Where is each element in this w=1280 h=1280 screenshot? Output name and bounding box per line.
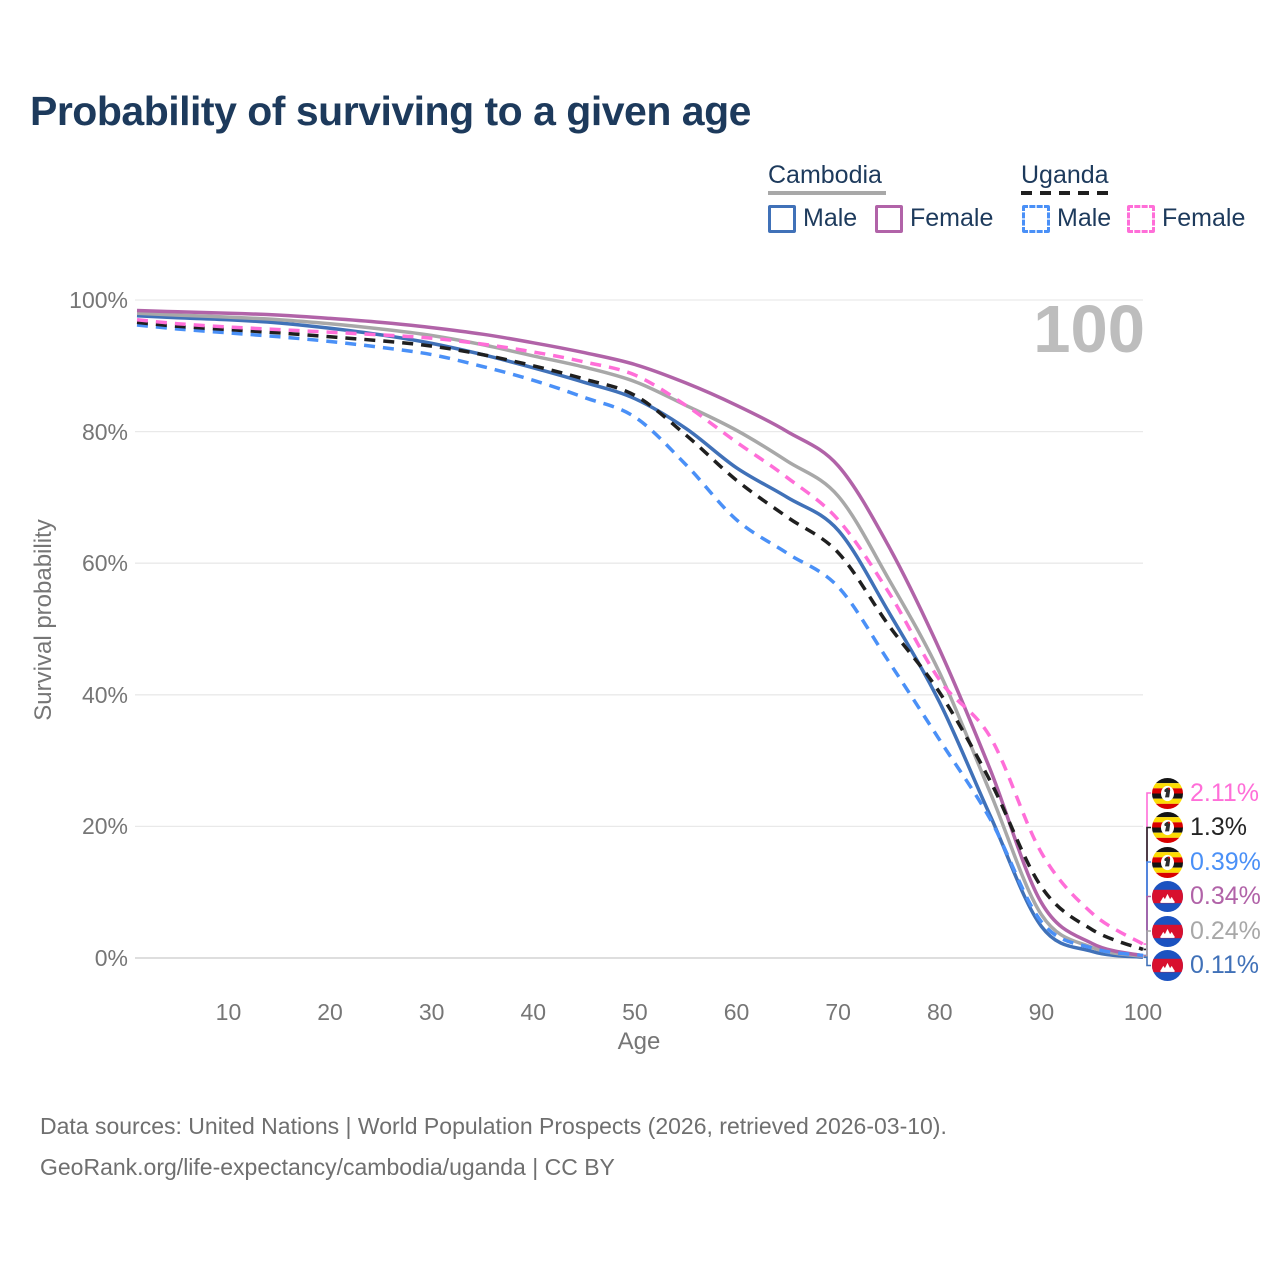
cambodia-female-swatch-icon: [875, 204, 903, 233]
legend-item-label: Female: [1162, 204, 1246, 232]
leader-line-uganda: [1143, 861, 1151, 957]
end-label-uganda-male: 0.39%: [1152, 847, 1261, 878]
uganda-female-swatch-icon: [1127, 204, 1155, 233]
end-label-cambodia-male: 0.11%: [1152, 950, 1259, 981]
age-watermark: 100: [1033, 292, 1145, 367]
cambodia-male-swatch-icon: [768, 204, 796, 233]
leader-line-cambodia: [1143, 956, 1151, 967]
end-value-label: 0.39%: [1190, 847, 1261, 876]
legend-group-cambodia: Cambodia: [768, 161, 882, 189]
series-line-uganda-both-sexes[interactable]: [136, 320, 1144, 952]
x-tick-40: 40: [520, 999, 547, 1025]
legend-item-label: Male: [1057, 204, 1112, 232]
data-sources-line: Data sources: United Nations | World Pop…: [40, 1113, 947, 1139]
y-tick-80%: 80%: [81, 418, 128, 445]
x-tick-20: 20: [317, 999, 343, 1025]
legend-item-cambodia-female[interactable]: Female: [875, 204, 993, 233]
legend-group-uganda: Uganda: [1021, 161, 1109, 189]
end-value-label: 0.11%: [1190, 951, 1260, 979]
cambodia-flag-icon: [1152, 881, 1183, 912]
legend-cambodia-line-swatch: [768, 191, 886, 195]
source-url-line: GeoRank.org/life-expectancy/cambodia/uga…: [40, 1154, 615, 1180]
x-tick-10: 10: [215, 999, 242, 1025]
legend-item-cambodia-male[interactable]: Male: [768, 204, 857, 233]
x-tick-70: 70: [825, 999, 851, 1025]
series-line-uganda-female[interactable]: [136, 317, 1144, 946]
uganda-male-swatch-icon: [1022, 204, 1050, 233]
y-tick-60%: 60%: [81, 550, 128, 577]
leader-line-cambodia: [1143, 930, 1151, 958]
series-line-cambodia-male[interactable]: [136, 314, 1144, 960]
legend-item-uganda-female[interactable]: Female: [1127, 204, 1245, 233]
legend-item-label: Female: [910, 204, 994, 232]
cambodia-flag-icon: [1152, 916, 1183, 947]
x-tick-90: 90: [1028, 999, 1055, 1025]
series-line-cambodia-both-sexes[interactable]: [136, 311, 1144, 959]
leader-line-uganda: [1143, 826, 1151, 951]
legend-item-label: Male: [803, 204, 858, 232]
series-line-cambodia-female[interactable]: [136, 308, 1144, 958]
legend-item-uganda-male[interactable]: Male: [1022, 204, 1111, 233]
x-tick-100: 100: [1123, 999, 1163, 1025]
x-tick-80: 80: [926, 999, 953, 1025]
y-tick-40%: 40%: [81, 681, 128, 708]
page-title: Probability of surviving to a given age: [30, 88, 751, 134]
end-value-label: 2.11%: [1190, 778, 1260, 807]
uganda-flag-icon: [1152, 812, 1183, 843]
leader-line-cambodia: [1143, 895, 1151, 957]
x-axis-title: Age: [617, 1028, 661, 1055]
end-value-label: 0.34%: [1190, 882, 1261, 910]
series-line-uganda-male[interactable]: [136, 323, 1144, 958]
legend-uganda-line-swatch: [1021, 191, 1109, 195]
y-tick-0%: 0%: [94, 945, 128, 971]
uganda-flag-icon: [1152, 778, 1183, 809]
end-label-uganda-female: 2.11%: [1152, 778, 1259, 809]
footer-caption: Data sources: United Nations | World Pop…: [40, 1106, 947, 1188]
x-tick-60: 60: [723, 999, 750, 1025]
end-label-cambodia-female: 0.34%: [1152, 881, 1261, 912]
end-value-label: 0.24%: [1190, 916, 1261, 945]
y-tick-20%: 20%: [81, 813, 128, 840]
x-tick-50: 50: [622, 999, 648, 1025]
end-label-cambodia-both-sexes: 0.24%: [1152, 916, 1261, 947]
y-tick-100%: 100%: [69, 287, 128, 313]
end-label-uganda-both-sexes: 1.3%: [1152, 812, 1247, 843]
cambodia-flag-icon: [1152, 950, 1183, 981]
uganda-flag-icon: [1152, 847, 1183, 878]
leader-line-uganda: [1143, 792, 1151, 945]
end-value-label: 1.3%: [1190, 813, 1247, 841]
x-tick-30: 30: [418, 999, 445, 1025]
